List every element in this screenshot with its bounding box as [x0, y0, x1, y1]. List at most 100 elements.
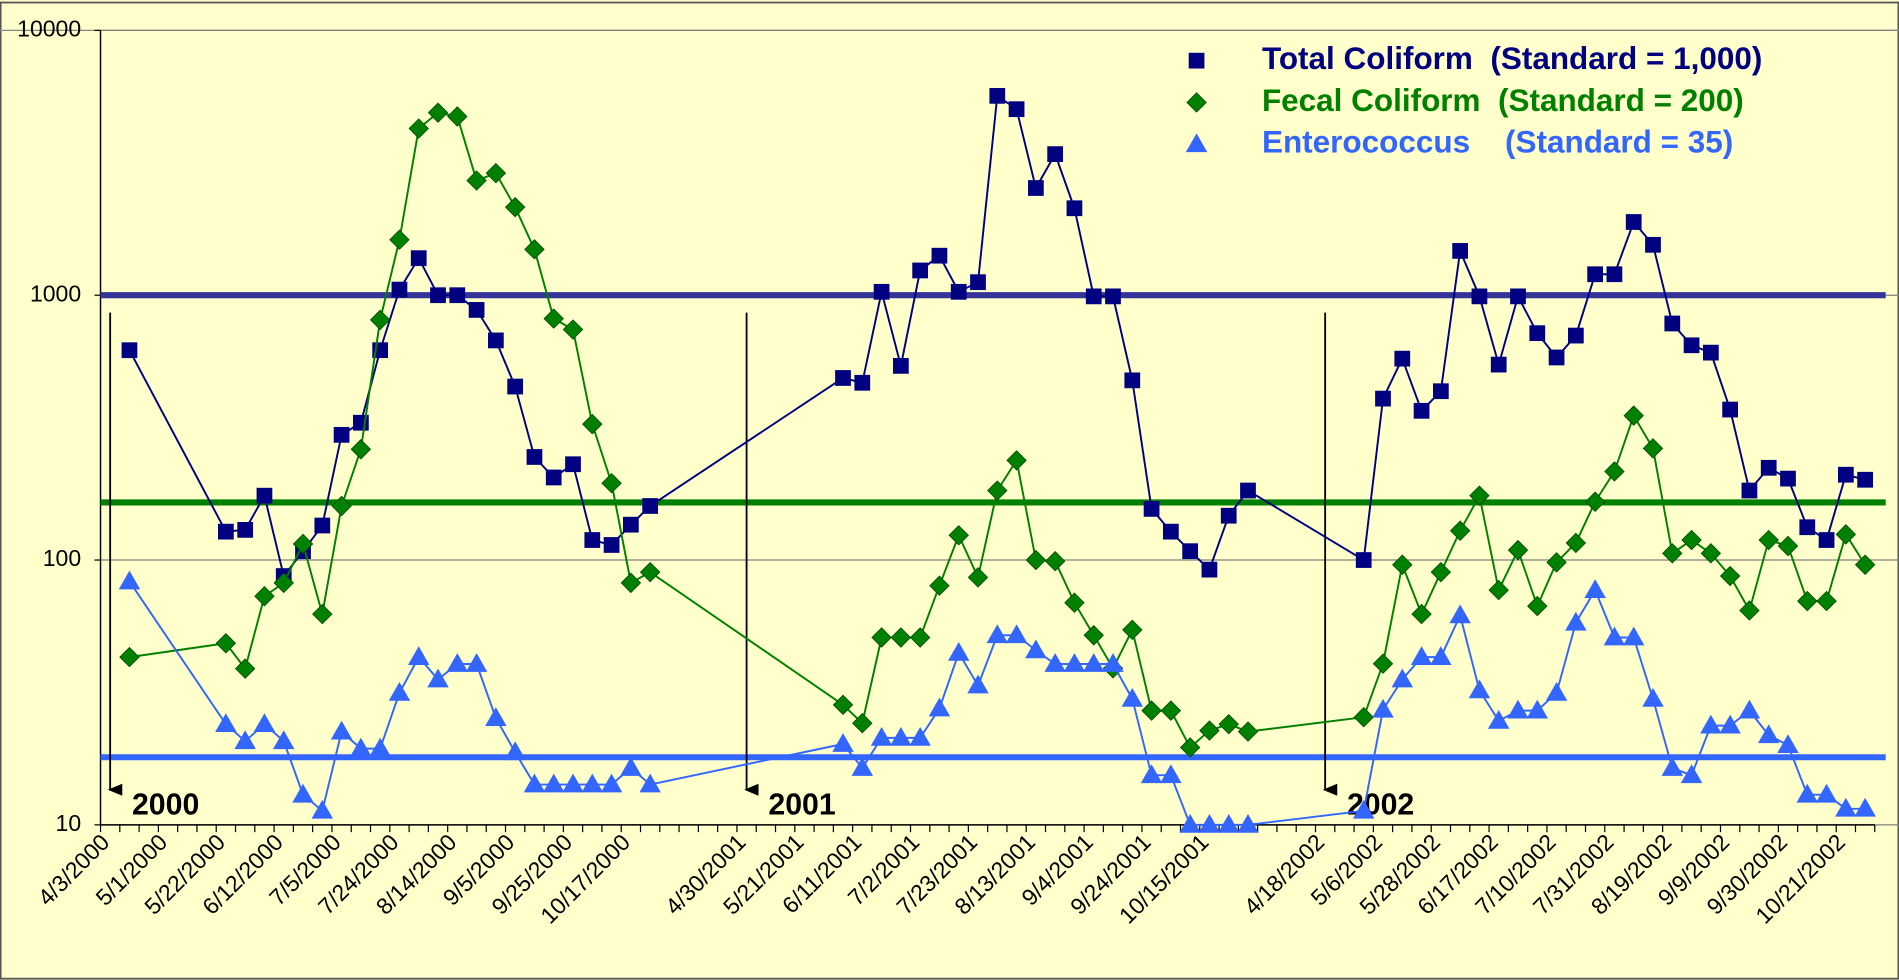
marker-diamond: [524, 239, 545, 260]
marker-diamond: [408, 118, 429, 139]
marker-square: [1548, 349, 1565, 366]
marker-triangle: [1815, 783, 1838, 803]
marker-triangle: [407, 646, 430, 665]
marker-diamond: [1430, 561, 1452, 583]
marker-square: [1490, 356, 1507, 373]
marker-triangle: [1680, 764, 1703, 784]
marker-triangle: [485, 707, 507, 726]
marker-square: [1220, 507, 1237, 524]
marker-square: [1510, 288, 1526, 305]
marker-triangle: [890, 726, 912, 746]
marker-triangle: [1738, 699, 1761, 719]
marker-square: [1240, 482, 1256, 499]
marker-square: [1375, 390, 1391, 407]
marker-triangle: [639, 773, 661, 793]
series-connector: [649, 571, 844, 706]
marker-triangle: [1835, 797, 1857, 817]
marker-square: [526, 449, 543, 465]
marker-triangle: [1468, 679, 1491, 699]
marker-triangle: [620, 757, 642, 776]
marker-square: [1760, 459, 1777, 476]
marker-square: [507, 378, 524, 395]
marker-triangle: [1372, 698, 1394, 718]
marker-triangle: [1025, 639, 1047, 659]
marker-square: [1587, 266, 1604, 283]
marker-triangle: [1700, 714, 1722, 734]
marker-diamond: [331, 495, 352, 517]
marker-square: [1702, 344, 1719, 361]
marker-triangle: [1507, 699, 1529, 719]
marker-triangle: [311, 799, 334, 819]
marker-square: [931, 247, 948, 264]
marker-diamond: [929, 575, 950, 596]
marker-square: [1182, 543, 1199, 560]
marker-square: [1027, 180, 1044, 196]
marker-square: [1741, 482, 1758, 499]
marker-triangle: [234, 730, 256, 750]
marker-diamond: [1739, 600, 1760, 621]
marker-square: [950, 283, 967, 300]
marker-square: [854, 374, 871, 391]
marker-diamond: [1083, 625, 1104, 646]
marker-triangle: [832, 733, 854, 752]
marker-square: [468, 302, 485, 318]
marker-square: [1471, 288, 1488, 305]
y-tick-label: 10000: [17, 15, 81, 41]
marker-diamond: [1565, 532, 1587, 554]
marker-triangle: [1217, 813, 1240, 833]
marker-diamond: [601, 473, 622, 494]
marker-diamond: [967, 567, 989, 588]
marker-diamond: [215, 633, 237, 654]
series-connector: [129, 642, 227, 659]
marker-triangle: [1237, 813, 1259, 833]
marker-square: [1355, 552, 1372, 568]
marker-square: [1837, 466, 1854, 483]
marker-triangle: [1044, 653, 1066, 672]
marker-diamond: [1546, 552, 1567, 573]
marker-triangle: [215, 713, 237, 733]
marker-square: [1606, 266, 1623, 283]
marker-square: [449, 287, 466, 304]
marker-diamond: [1854, 554, 1876, 575]
marker-square: [314, 517, 331, 534]
marker-diamond: [1681, 529, 1702, 551]
marker-diamond: [1758, 529, 1779, 551]
marker-square: [642, 498, 659, 514]
marker-diamond: [1488, 579, 1509, 601]
marker-triangle: [504, 741, 526, 761]
marker-square: [1857, 471, 1874, 488]
marker-triangle: [1179, 813, 1201, 833]
marker-triangle: [1796, 783, 1819, 803]
marker-diamond: [1411, 603, 1432, 625]
marker-square: [430, 287, 446, 304]
marker-square: [1394, 350, 1411, 367]
series-connector: [649, 377, 844, 507]
marker-triangle: [1410, 646, 1433, 665]
y-tick-label: 1000: [30, 280, 81, 306]
marker-diamond: [1719, 565, 1741, 587]
marker-triangle: [1603, 626, 1626, 646]
series-connector: [1247, 489, 1365, 561]
marker-triangle: [581, 773, 604, 793]
marker-diamond: [273, 572, 294, 594]
marker-diamond: [389, 229, 410, 250]
marker-diamond: [832, 694, 854, 716]
marker-diamond: [504, 196, 526, 218]
marker-diamond: [447, 106, 468, 127]
marker-square: [1799, 519, 1816, 536]
marker-triangle: [947, 641, 970, 661]
marker-diamond: [1353, 707, 1374, 728]
marker-square: [487, 332, 504, 349]
marker-diamond: [1199, 720, 1220, 741]
marker-triangle: [928, 697, 951, 717]
marker-square: [1105, 288, 1121, 305]
marker-triangle: [967, 674, 989, 694]
series-line: [842, 94, 1249, 572]
marker-triangle: [1854, 797, 1876, 817]
marker-diamond: [1186, 92, 1207, 113]
marker-triangle: [1777, 734, 1799, 754]
marker-diamond: [466, 170, 487, 191]
marker-triangle: [1185, 133, 1208, 153]
marker-diamond: [350, 439, 372, 460]
